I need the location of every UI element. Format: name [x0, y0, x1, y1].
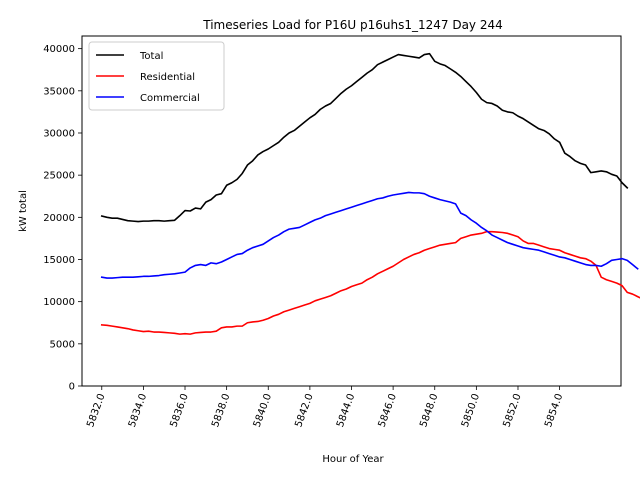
series-line-total: [100, 52, 629, 223]
chart-title: Timeseries Load for P16U p16uhs1_1247 Da…: [202, 18, 503, 32]
y-tick-label: 35000: [43, 86, 75, 97]
y-tick-label: 20000: [43, 213, 75, 224]
x-axis-label: Hour of Year: [322, 454, 384, 465]
y-tick-label: 40000: [43, 44, 75, 55]
series-group: [100, 52, 640, 335]
y-tick-label: 5000: [50, 339, 75, 350]
legend-box: [88, 41, 225, 111]
legend-label-commercial: Commercial: [140, 93, 200, 104]
legend-label-residential: Residential: [140, 72, 195, 83]
y-tick-label: 0: [69, 382, 75, 393]
y-tick-label: 15000: [43, 255, 75, 266]
y-tick-label: 10000: [43, 297, 75, 308]
series-line-residential: [100, 230, 640, 335]
y-tick-label: 30000: [43, 128, 75, 139]
series-line-commercial: [100, 191, 639, 279]
y-axis-label: kW total: [18, 190, 29, 232]
legend: Total Residential Commercial: [88, 41, 225, 111]
y-tick-label: 25000: [43, 171, 75, 182]
legend-label-total: Total: [139, 51, 163, 62]
y-axis-ticks: 0 5000 10000 15000 20000 25000 30000 35000 40000: [43, 44, 82, 393]
